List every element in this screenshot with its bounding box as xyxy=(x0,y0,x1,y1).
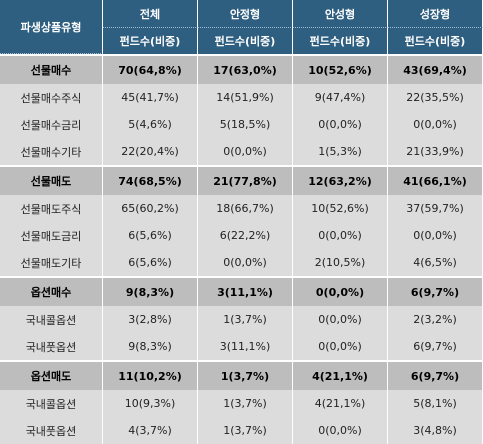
group-label: 선물매도 xyxy=(0,167,103,195)
header-derivative-type: 파생상품유형 xyxy=(0,0,103,54)
sub-value-growth: 22(35,5%) xyxy=(388,84,483,111)
group-value-total: 74(68,5%) xyxy=(103,167,198,195)
group-value-total: 70(64,8%) xyxy=(103,54,198,84)
sub-row: 선물매도금리 6(5,6%) 6(22,2%) 0(0,0%) 0(0,0%) xyxy=(0,222,483,249)
sub-value-stable: 3(11,1%) xyxy=(198,333,293,362)
sub-label: 국내풋옵션 xyxy=(0,417,103,444)
sub-label: 국내콜옵션 xyxy=(0,390,103,417)
group-row: 선물매도 74(68,5%) 21(77,8%) 12(63,2%) 41(66… xyxy=(0,167,483,195)
sub-row: 국내풋옵션 4(3,7%) 1(3,7%) 0(0,0%) 3(4,8%) xyxy=(0,417,483,444)
sub-value-growth: 21(33,9%) xyxy=(388,138,483,167)
header-col-balanced: 안성형 xyxy=(293,0,388,28)
sub-label: 국내풋옵션 xyxy=(0,333,103,362)
group-value-balanced: 4(21,1%) xyxy=(293,362,388,390)
sub-value-total: 5(4,6%) xyxy=(103,111,198,138)
group-value-balanced: 10(52,6%) xyxy=(293,54,388,84)
group-value-growth: 41(66,1%) xyxy=(388,167,483,195)
group-row: 옵션매도 11(10,2%) 1(3,7%) 4(21,1%) 6(9,7%) xyxy=(0,362,483,390)
sub-row: 국내콜옵션 10(9,3%) 1(3,7%) 4(21,1%) 5(8,1%) xyxy=(0,390,483,417)
group-value-growth: 6(9,7%) xyxy=(388,278,483,306)
group-value-stable: 21(77,8%) xyxy=(198,167,293,195)
group-value-stable: 1(3,7%) xyxy=(198,362,293,390)
sub-label: 선물매수주식 xyxy=(0,84,103,111)
header-col-growth: 성장형 xyxy=(388,0,483,28)
header-sub-total: 펀드수(비중) xyxy=(103,28,198,54)
sub-row: 선물매도주식 65(60,2%) 18(66,7%) 10(52,6%) 37(… xyxy=(0,195,483,222)
sub-label: 선물매수기타 xyxy=(0,138,103,167)
group-value-total: 9(8,3%) xyxy=(103,278,198,306)
group-row: 옵션매수 9(8,3%) 3(11,1%) 0(0,0%) 6(9,7%) xyxy=(0,278,483,306)
sub-row: 국내풋옵션 9(8,3%) 3(11,1%) 0(0,0%) 6(9,7%) xyxy=(0,333,483,362)
sub-label: 선물매도금리 xyxy=(0,222,103,249)
sub-value-total: 4(3,7%) xyxy=(103,417,198,444)
group-label: 옵션매수 xyxy=(0,278,103,306)
sub-value-total: 3(2,8%) xyxy=(103,306,198,333)
sub-label: 국내콜옵션 xyxy=(0,306,103,333)
group-value-stable: 3(11,1%) xyxy=(198,278,293,306)
sub-value-stable: 1(3,7%) xyxy=(198,306,293,333)
sub-value-balanced: 9(47,4%) xyxy=(293,84,388,111)
sub-label: 선물매수금리 xyxy=(0,111,103,138)
sub-label: 선물매도주식 xyxy=(0,195,103,222)
sub-value-total: 22(20,4%) xyxy=(103,138,198,167)
sub-row: 선물매수기타 22(20,4%) 0(0,0%) 1(5,3%) 21(33,9… xyxy=(0,138,483,167)
group-value-balanced: 0(0,0%) xyxy=(293,278,388,306)
sub-value-growth: 6(9,7%) xyxy=(388,333,483,362)
sub-value-growth: 0(0,0%) xyxy=(388,222,483,249)
sub-value-balanced: 0(0,0%) xyxy=(293,417,388,444)
sub-value-growth: 3(4,8%) xyxy=(388,417,483,444)
sub-value-growth: 4(6,5%) xyxy=(388,249,483,278)
sub-value-stable: 0(0,0%) xyxy=(198,138,293,167)
sub-value-balanced: 10(52,6%) xyxy=(293,195,388,222)
sub-row: 선물매수금리 5(4,6%) 5(18,5%) 0(0,0%) 0(0,0%) xyxy=(0,111,483,138)
sub-value-stable: 6(22,2%) xyxy=(198,222,293,249)
sub-row: 국내콜옵션 3(2,8%) 1(3,7%) 0(0,0%) 2(3,2%) xyxy=(0,306,483,333)
sub-value-growth: 2(3,2%) xyxy=(388,306,483,333)
header-sub-balanced: 펀드수(비중) xyxy=(293,28,388,54)
sub-value-balanced: 2(10,5%) xyxy=(293,249,388,278)
group-value-growth: 6(9,7%) xyxy=(388,362,483,390)
sub-value-growth: 5(8,1%) xyxy=(388,390,483,417)
header-col-total: 전체 xyxy=(103,0,198,28)
sub-value-total: 10(9,3%) xyxy=(103,390,198,417)
group-value-growth: 43(69,4%) xyxy=(388,54,483,84)
group-value-balanced: 12(63,2%) xyxy=(293,167,388,195)
sub-value-balanced: 4(21,1%) xyxy=(293,390,388,417)
sub-value-stable: 14(51,9%) xyxy=(198,84,293,111)
group-label: 선물매수 xyxy=(0,54,103,84)
header-row-subtitles: 펀드수(비중) 펀드수(비중) 펀드수(비중) 펀드수(비중) xyxy=(0,28,483,54)
sub-value-stable: 0(0,0%) xyxy=(198,249,293,278)
header-row-names: 파생상품유형 전체 안정형 안성형 성장형 xyxy=(0,0,483,54)
group-value-total: 11(10,2%) xyxy=(103,362,198,390)
sub-value-total: 6(5,6%) xyxy=(103,222,198,249)
header-col-stable: 안정형 xyxy=(198,0,293,28)
header-sub-stable: 펀드수(비중) xyxy=(198,28,293,54)
sub-label: 선물매도기타 xyxy=(0,249,103,278)
sub-value-balanced: 1(5,3%) xyxy=(293,138,388,167)
sub-value-growth: 0(0,0%) xyxy=(388,111,483,138)
group-label: 옵션매도 xyxy=(0,362,103,390)
sub-value-stable: 5(18,5%) xyxy=(198,111,293,138)
sub-row: 선물매수주식 45(41,7%) 14(51,9%) 9(47,4%) 22(3… xyxy=(0,84,483,111)
sub-value-total: 9(8,3%) xyxy=(103,333,198,362)
sub-value-total: 6(5,6%) xyxy=(103,249,198,278)
group-row: 선물매수 70(64,8%) 17(63,0%) 10(52,6%) 43(69… xyxy=(0,54,483,84)
sub-value-growth: 37(59,7%) xyxy=(388,195,483,222)
sub-value-stable: 18(66,7%) xyxy=(198,195,293,222)
sub-value-balanced: 0(0,0%) xyxy=(293,222,388,249)
sub-value-total: 65(60,2%) xyxy=(103,195,198,222)
group-value-stable: 17(63,0%) xyxy=(198,54,293,84)
header-sub-growth: 펀드수(비중) xyxy=(388,28,483,54)
sub-value-balanced: 0(0,0%) xyxy=(293,306,388,333)
sub-row: 선물매도기타 6(5,6%) 0(0,0%) 2(10,5%) 4(6,5%) xyxy=(0,249,483,278)
sub-value-stable: 1(3,7%) xyxy=(198,417,293,444)
sub-value-balanced: 0(0,0%) xyxy=(293,333,388,362)
sub-value-total: 45(41,7%) xyxy=(103,84,198,111)
sub-value-stable: 1(3,7%) xyxy=(198,390,293,417)
sub-value-balanced: 0(0,0%) xyxy=(293,111,388,138)
